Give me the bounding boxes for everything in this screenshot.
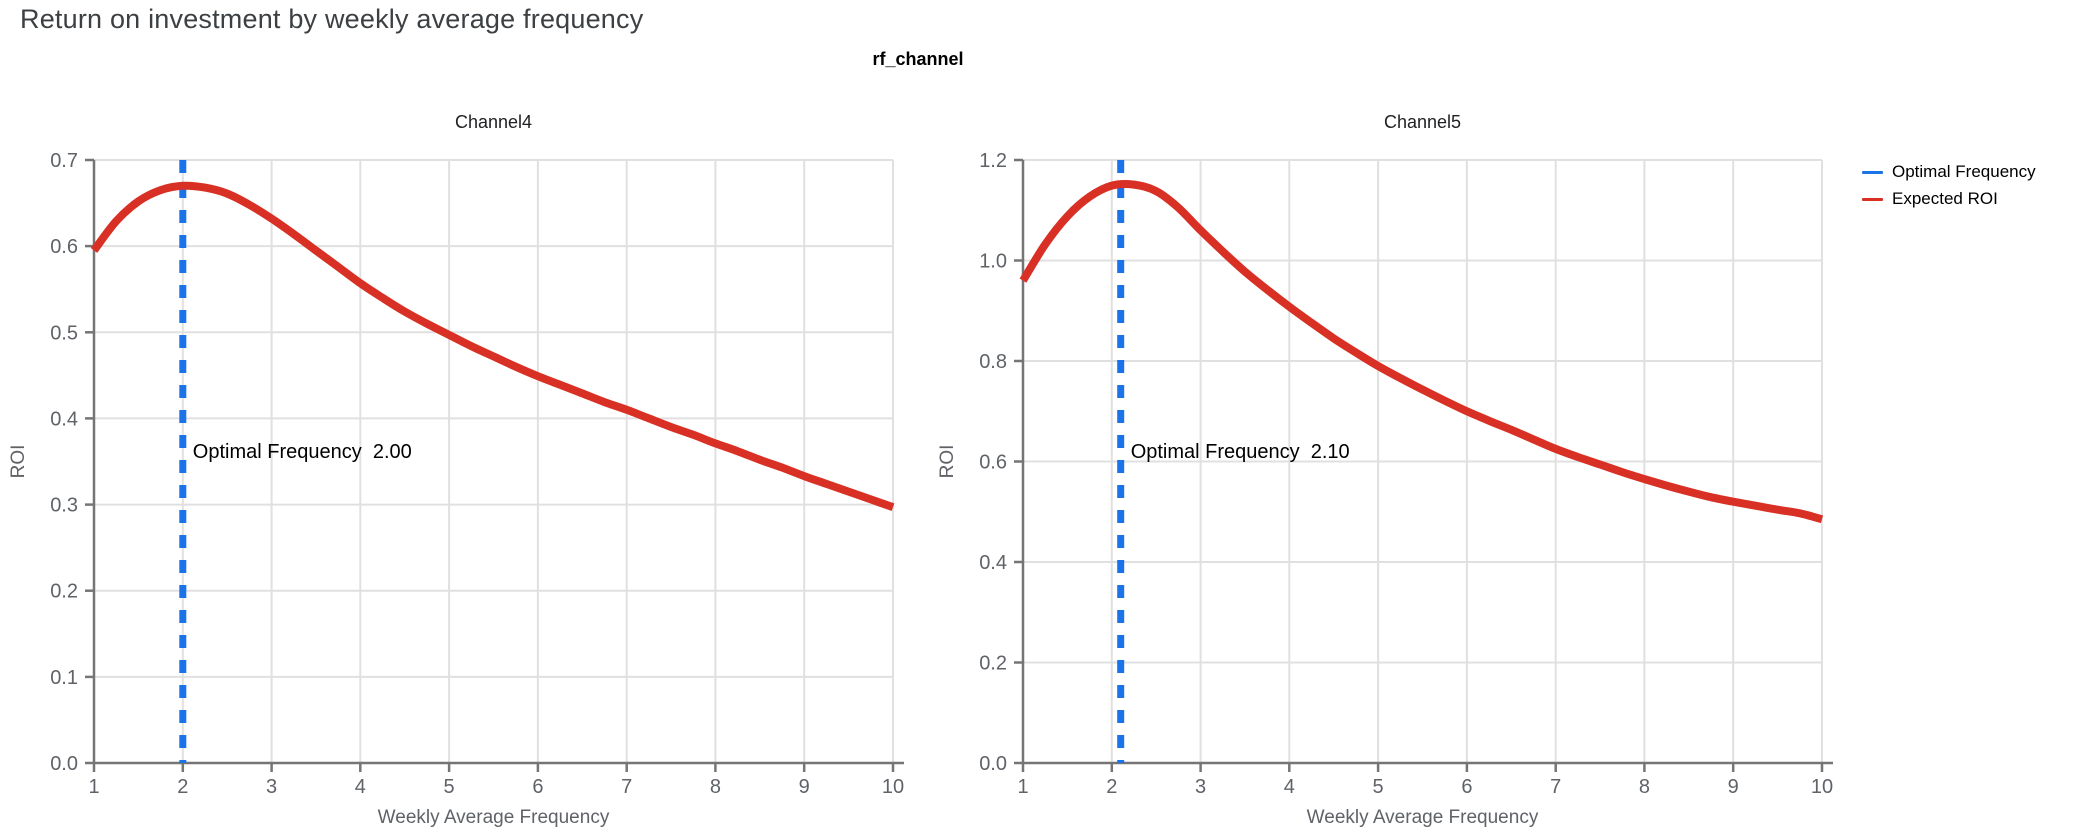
y-tick-label: 0.1: [50, 667, 78, 689]
x-tick-label: 1: [1017, 776, 1028, 798]
x-tick-label: 8: [1639, 776, 1650, 798]
y-tick-label: 1.2: [979, 150, 1007, 172]
x-tick-label: 5: [1373, 776, 1384, 798]
legend-item: Expected ROI: [1862, 189, 2036, 209]
y-tick-label: 0.3: [50, 495, 78, 517]
x-tick-label: 5: [444, 776, 455, 798]
x-tick-label: 7: [1550, 776, 1561, 798]
legend: Optimal Frequency Expected ROI: [1862, 162, 2036, 209]
x-tick-label: 4: [355, 776, 366, 798]
expected-roi-curve: [1019, 179, 1824, 524]
y-tick-label: 0.0: [979, 753, 1007, 775]
x-tick-label: 9: [1728, 776, 1739, 798]
legend-label: Expected ROI: [1892, 189, 1998, 208]
x-axis-title: Weekly Average Frequency: [1307, 807, 1539, 828]
x-tick-label: 3: [1195, 776, 1206, 798]
y-tick-label: 0.7: [50, 150, 78, 172]
y-tick-label: 0.6: [979, 452, 1007, 474]
x-tick-label: 10: [882, 776, 904, 798]
x-axis-title: Weekly Average Frequency: [378, 807, 610, 828]
page-title: Return on investment by weekly average f…: [20, 4, 644, 34]
y-tick-label: 0.4: [50, 408, 78, 430]
x-tick-label: 1: [88, 776, 99, 798]
y-tick-label: 0.8: [979, 351, 1007, 373]
y-tick-label: 0.0: [50, 753, 78, 775]
facet-title: Channel5: [1384, 112, 1461, 132]
legend-line-swatch: [1862, 197, 1883, 201]
legend-line-swatch: [1862, 170, 1883, 174]
facet-title: Channel4: [455, 112, 532, 132]
y-tick-label: 0.6: [50, 236, 78, 258]
x-tick-label: 10: [1811, 776, 1833, 798]
legend-item: Optimal Frequency: [1862, 162, 2036, 182]
x-tick-label: 6: [532, 776, 543, 798]
y-axis-title: ROI: [937, 445, 958, 479]
y-tick-label: 1.0: [979, 251, 1007, 273]
y-tick-label: 0.2: [979, 653, 1007, 675]
x-tick-label: 9: [799, 776, 810, 798]
roi-chart-channel4: 0.0 0.1 0.2 0.3 0.4 0.5 0.6 0.7 1 2 3 4 5 6 7 8 9 10 Weekl…: [8, 112, 904, 828]
figure-subtitle: rf_channel: [872, 49, 964, 69]
y-tick-label: 0.4: [979, 552, 1007, 574]
optimal-frequency-annotation: Optimal Frequency 2.10: [1131, 441, 1350, 463]
x-tick-label: 3: [266, 776, 277, 798]
y-tick-label: 0.2: [50, 581, 78, 603]
optimal-frequency-annotation: Optimal Frequency 2.00: [193, 441, 412, 463]
y-axis-title: ROI: [8, 445, 29, 479]
x-tick-label: 2: [1106, 776, 1117, 798]
x-tick-label: 2: [177, 776, 188, 798]
expected-roi-curve: [90, 181, 895, 511]
x-tick-label: 6: [1461, 776, 1472, 798]
x-tick-label: 7: [621, 776, 632, 798]
roi-chart-channel5: 0.0 0.2 0.4 0.6 0.8 1.0 1.2 1 2 3 4 5 6 7 8 9 10 Weekly A…: [937, 112, 1833, 828]
legend-label: Optimal Frequency: [1892, 162, 2036, 181]
x-tick-label: 4: [1284, 776, 1295, 798]
x-tick-label: 8: [710, 776, 721, 798]
y-tick-label: 0.5: [50, 322, 78, 344]
